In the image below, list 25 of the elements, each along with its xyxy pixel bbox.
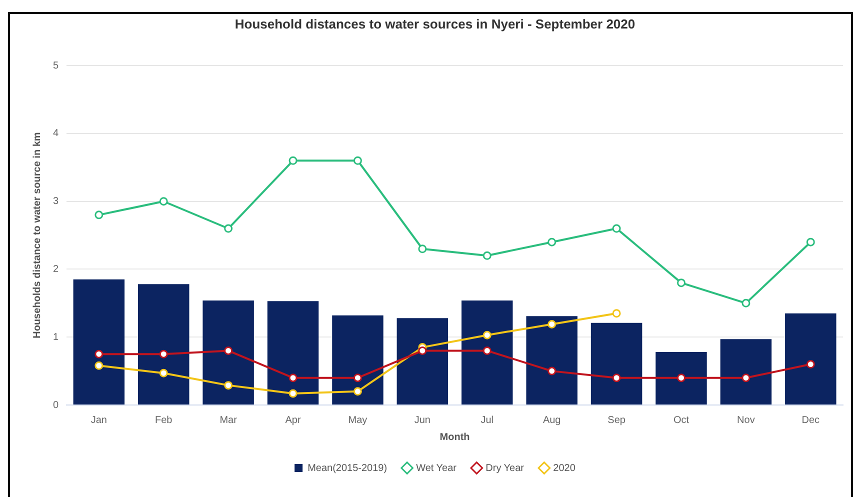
legend-label: Mean(2015-2019) xyxy=(308,462,388,474)
y-tick-label: 5 xyxy=(53,60,59,72)
x-tick-label: May xyxy=(348,414,368,426)
x-axis-title: Month xyxy=(440,432,470,443)
x-tick-label: Jul xyxy=(480,414,494,426)
x-tick-label: Nov xyxy=(737,414,755,426)
x-tick-label: Apr xyxy=(285,414,302,426)
x-tick-label: Jun xyxy=(414,414,430,426)
y-tick-label: 2 xyxy=(53,264,59,275)
chart-title: Household distances to water sources in Nyeri - September 2020 xyxy=(234,16,636,32)
x-tick-label: Sep xyxy=(608,414,626,426)
y-axis-title: Households distance to water source in km xyxy=(32,132,43,338)
x-tick-label: Feb xyxy=(155,414,173,426)
x-tick-label: Mar xyxy=(220,414,238,426)
y-tick-label: 3 xyxy=(53,196,59,208)
x-tick-label: Jan xyxy=(90,414,107,426)
legend-label: 2020 xyxy=(553,462,576,474)
legend-label: Wet Year xyxy=(416,462,458,474)
x-tick-label: Aug xyxy=(542,414,561,426)
y-tick-label: 0 xyxy=(53,400,59,411)
y-tick-label: 1 xyxy=(53,332,59,343)
legend-label: Dry Year xyxy=(486,462,525,474)
x-tick-label: Oct xyxy=(673,414,690,426)
x-tick-label: Dec xyxy=(802,414,820,426)
y-tick-label: 4 xyxy=(53,128,59,140)
